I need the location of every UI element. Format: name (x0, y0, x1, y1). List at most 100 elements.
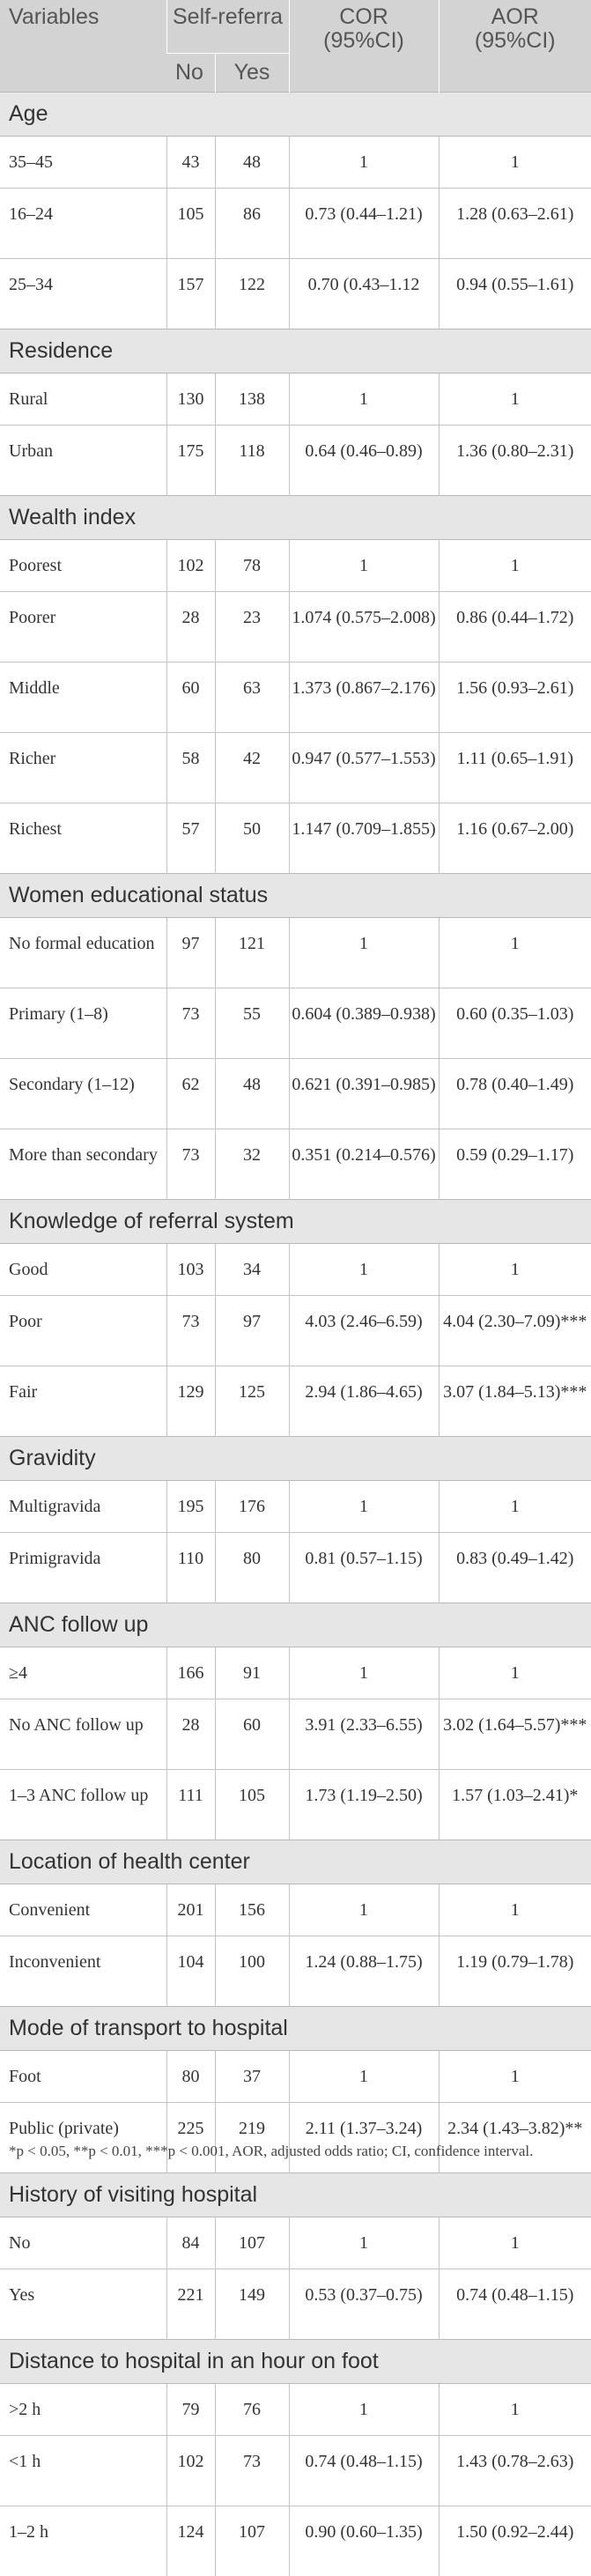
table-row: Middle 60 63 1.373 (0.867–2.176) 1.56 (0.93–… (0, 661, 591, 732)
table-row: <1 h 102 73 0.74 (0.48–1.15) 1.43 (0.78–2.63… (0, 2434, 591, 2506)
cell-yes: 107 (214, 2505, 290, 2576)
cell-cor: 0.621 (0.391–0.985) (288, 1057, 440, 1129)
table-row: Primigravida 110 80 0.81 (0.57–1.15) 0.83 (0… (0, 1531, 591, 1603)
cell-no: 84 (166, 2216, 215, 2269)
table-row: No ANC follow up 28 60 3.91 (2.33–6.55) 3.02… (0, 1698, 591, 1769)
cell-cor: 4.03 (2.46–6.59) (288, 1294, 440, 1366)
cell-yes: 91 (214, 1646, 290, 1699)
cell-yes: 23 (214, 590, 290, 662)
cell-aor: 1 (438, 1646, 591, 1699)
cell-aor: 1 (438, 1479, 591, 1532)
cell-label: No ANC follow up (0, 1698, 166, 1769)
cell-aor: 3.02 (1.64–5.57)*** (438, 1698, 591, 1769)
cell-no: 73 (166, 987, 215, 1058)
group-title: Women educational status (0, 872, 591, 918)
cell-aor: 4.04 (2.30–7.09)*** (438, 1294, 591, 1366)
cell-aor: 3.07 (1.84–5.13)*** (438, 1365, 591, 1436)
cell-yes: 176 (214, 1479, 290, 1532)
table-row: Secondary (1–12) 62 48 0.621 (0.391–0.985) 0… (0, 1057, 591, 1129)
table-row: Multigravida 195 176 1 1 (0, 1479, 591, 1532)
cell-label: >2 h (0, 2382, 166, 2435)
table-row: Richer 58 42 0.947 (0.577–1.553) 1.11 (0.65–… (0, 731, 591, 803)
cell-no: 110 (166, 1531, 215, 1603)
cell-aor: 0.74 (0.48–1.15) (438, 2268, 591, 2339)
cell-yes: 97 (214, 1294, 290, 1366)
cell-no: 157 (166, 257, 215, 329)
cell-aor: 1 (438, 135, 591, 188)
cell-yes: 42 (214, 731, 290, 803)
cell-aor: 0.86 (0.44–1.72) (438, 590, 591, 662)
cell-cor: 0.70 (0.43–1.12 (288, 257, 440, 329)
cell-aor: 2.34 (1.43–3.82)** (438, 2101, 591, 2173)
group-title: Location of health center (0, 1839, 591, 1884)
cell-no: 195 (166, 1479, 215, 1532)
cell-label: Poor (0, 1294, 166, 1366)
group-title: ANC follow up (0, 1602, 591, 1647)
cell-cor: 1 (288, 1646, 440, 1699)
cell-no: 201 (166, 1883, 215, 1936)
cell-yes: 107 (214, 2216, 290, 2269)
cell-yes: 34 (214, 1242, 290, 1295)
cell-yes: 138 (214, 372, 290, 425)
cell-label: <1 h (0, 2434, 166, 2506)
cell-label: Inconvenient (0, 1935, 166, 2006)
cell-no: 130 (166, 372, 215, 425)
header-aor-line2: (95%CI) (474, 28, 556, 53)
group-header-row: Gravidity (0, 1435, 591, 1481)
header-yes: Yes (214, 52, 290, 92)
cell-yes: 37 (214, 2049, 290, 2102)
cell-label: Primigravida (0, 1531, 166, 1603)
group-header-row: ANC follow up (0, 1602, 591, 1647)
group-header-row: Residence (0, 328, 591, 374)
cell-label: Richest (0, 802, 166, 873)
cell-yes: 121 (214, 916, 290, 988)
cell-aor: 1 (438, 1242, 591, 1295)
cell-label: 1–2 h (0, 2505, 166, 2576)
group-title: History of visiting hospital (0, 2172, 591, 2217)
cell-yes: 156 (214, 1883, 290, 1936)
cell-no: 175 (166, 424, 215, 495)
header-aor-line1: AOR (491, 4, 539, 29)
table-row: Poorer 28 23 1.074 (0.575–2.008) 0.86 (0.44–… (0, 590, 591, 662)
cell-label: More than secondary (0, 1128, 166, 1199)
cell-cor: 1 (288, 135, 440, 188)
cell-label: Public (private) (0, 2101, 166, 2173)
cell-yes: 73 (214, 2434, 290, 2506)
cell-cor: 1 (288, 2049, 440, 2102)
table-row: Rural 130 138 1 1 (0, 372, 591, 425)
cell-yes: 100 (214, 1935, 290, 2006)
cell-no: 58 (166, 731, 215, 803)
cell-no: 102 (166, 538, 215, 591)
cell-aor: 0.94 (0.55–1.61) (438, 257, 591, 329)
cell-label: 35–45 (0, 135, 166, 188)
table-row: ≥4 166 91 1 1 (0, 1646, 591, 1699)
group-header-row: Women educational status (0, 872, 591, 918)
cell-no: 111 (166, 1768, 215, 1839)
group-header-row: Mode of transport to hospital (0, 2005, 591, 2051)
table-row: Fair 129 125 2.94 (1.86–4.65) 3.07 (1.84–5.1… (0, 1365, 591, 1436)
table-row: No formal education 97 121 1 1 (0, 916, 591, 988)
table-row: Yes 221 149 0.53 (0.37–0.75) 0.74 (0.48–1.15… (0, 2268, 591, 2339)
cell-no: 97 (166, 916, 215, 988)
cell-cor: 2.11 (1.37–3.24) (288, 2101, 440, 2173)
cell-cor: 0.90 (0.60–1.35) (288, 2505, 440, 2576)
cell-label: Multigravida (0, 1479, 166, 1532)
group-title: Gravidity (0, 1435, 591, 1481)
cell-cor: 1 (288, 2382, 440, 2435)
cell-label: 25–34 (0, 257, 166, 329)
cell-yes: 125 (214, 1365, 290, 1436)
cell-label: Middle (0, 661, 166, 732)
cell-cor: 3.91 (2.33–6.55) (288, 1698, 440, 1769)
cell-cor: 0.351 (0.214–0.576) (288, 1128, 440, 1199)
cell-label: No formal education (0, 916, 166, 988)
cell-cor: 0.64 (0.46–0.89) (288, 424, 440, 495)
cell-label: Secondary (1–12) (0, 1057, 166, 1129)
cell-aor: 1 (438, 538, 591, 591)
table-row: Foot 80 37 1 1 (0, 2049, 591, 2102)
cell-yes: 86 (214, 187, 290, 258)
table-row: Urban 175 118 0.64 (0.46–0.89) 1.36 (0.80–2.… (0, 424, 591, 495)
cell-yes: 63 (214, 661, 290, 732)
cell-no: 103 (166, 1242, 215, 1295)
header-cor: COR (95%CI) (288, 0, 440, 92)
group-header-row: History of visiting hospital (0, 2172, 591, 2217)
